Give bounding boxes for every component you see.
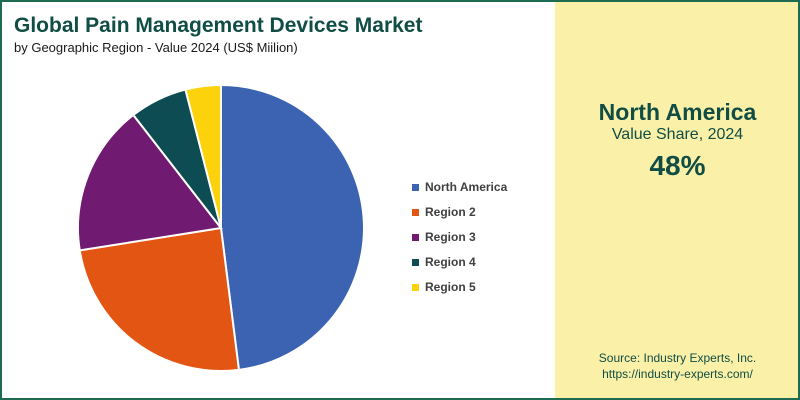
- pie-slice-region-5[interactable]: [184, 83, 222, 229]
- source-credit: Source: Industry Experts, Inc. https://i…: [555, 350, 798, 382]
- chart-title: Global Pain Management Devices Market: [14, 14, 423, 37]
- pie-slice-north-america[interactable]: [220, 83, 365, 371]
- highlight-panel: North America Value Share, 2024 48% Sour…: [555, 2, 798, 398]
- legend-item-region-2[interactable]: Region 2: [412, 204, 476, 220]
- legend-label: Region 3: [425, 230, 476, 244]
- chart-subtitle: by Geographic Region - Value 2024 (US$ M…: [14, 40, 298, 55]
- legend-swatch: [412, 208, 419, 216]
- legend-swatch: [412, 183, 419, 191]
- pie-slice-region-2[interactable]: [78, 226, 241, 372]
- legend-item-region-5[interactable]: Region 5: [412, 279, 476, 295]
- highlight-metric: Value Share, 2024: [611, 126, 744, 143]
- pie-slice-region-3[interactable]: [77, 113, 223, 252]
- legend-item-region-3[interactable]: Region 3: [412, 229, 476, 245]
- legend-item-region-4[interactable]: Region 4: [412, 254, 476, 270]
- legend-swatch: [412, 283, 419, 291]
- highlight-value: 48%: [649, 150, 706, 181]
- source-url[interactable]: https://industry-experts.com/: [602, 367, 753, 381]
- legend-label: Region 5: [425, 280, 476, 294]
- source-name: Source: Industry Experts, Inc.: [598, 351, 757, 365]
- legend-item-north-america[interactable]: North America: [412, 179, 507, 195]
- legend-swatch: [412, 258, 419, 266]
- legend-label: North America: [425, 180, 508, 194]
- legend-label: Region 4: [425, 255, 476, 269]
- legend-label: Region 2: [425, 205, 476, 219]
- highlight-region: North America: [598, 99, 757, 125]
- legend-swatch: [412, 233, 419, 241]
